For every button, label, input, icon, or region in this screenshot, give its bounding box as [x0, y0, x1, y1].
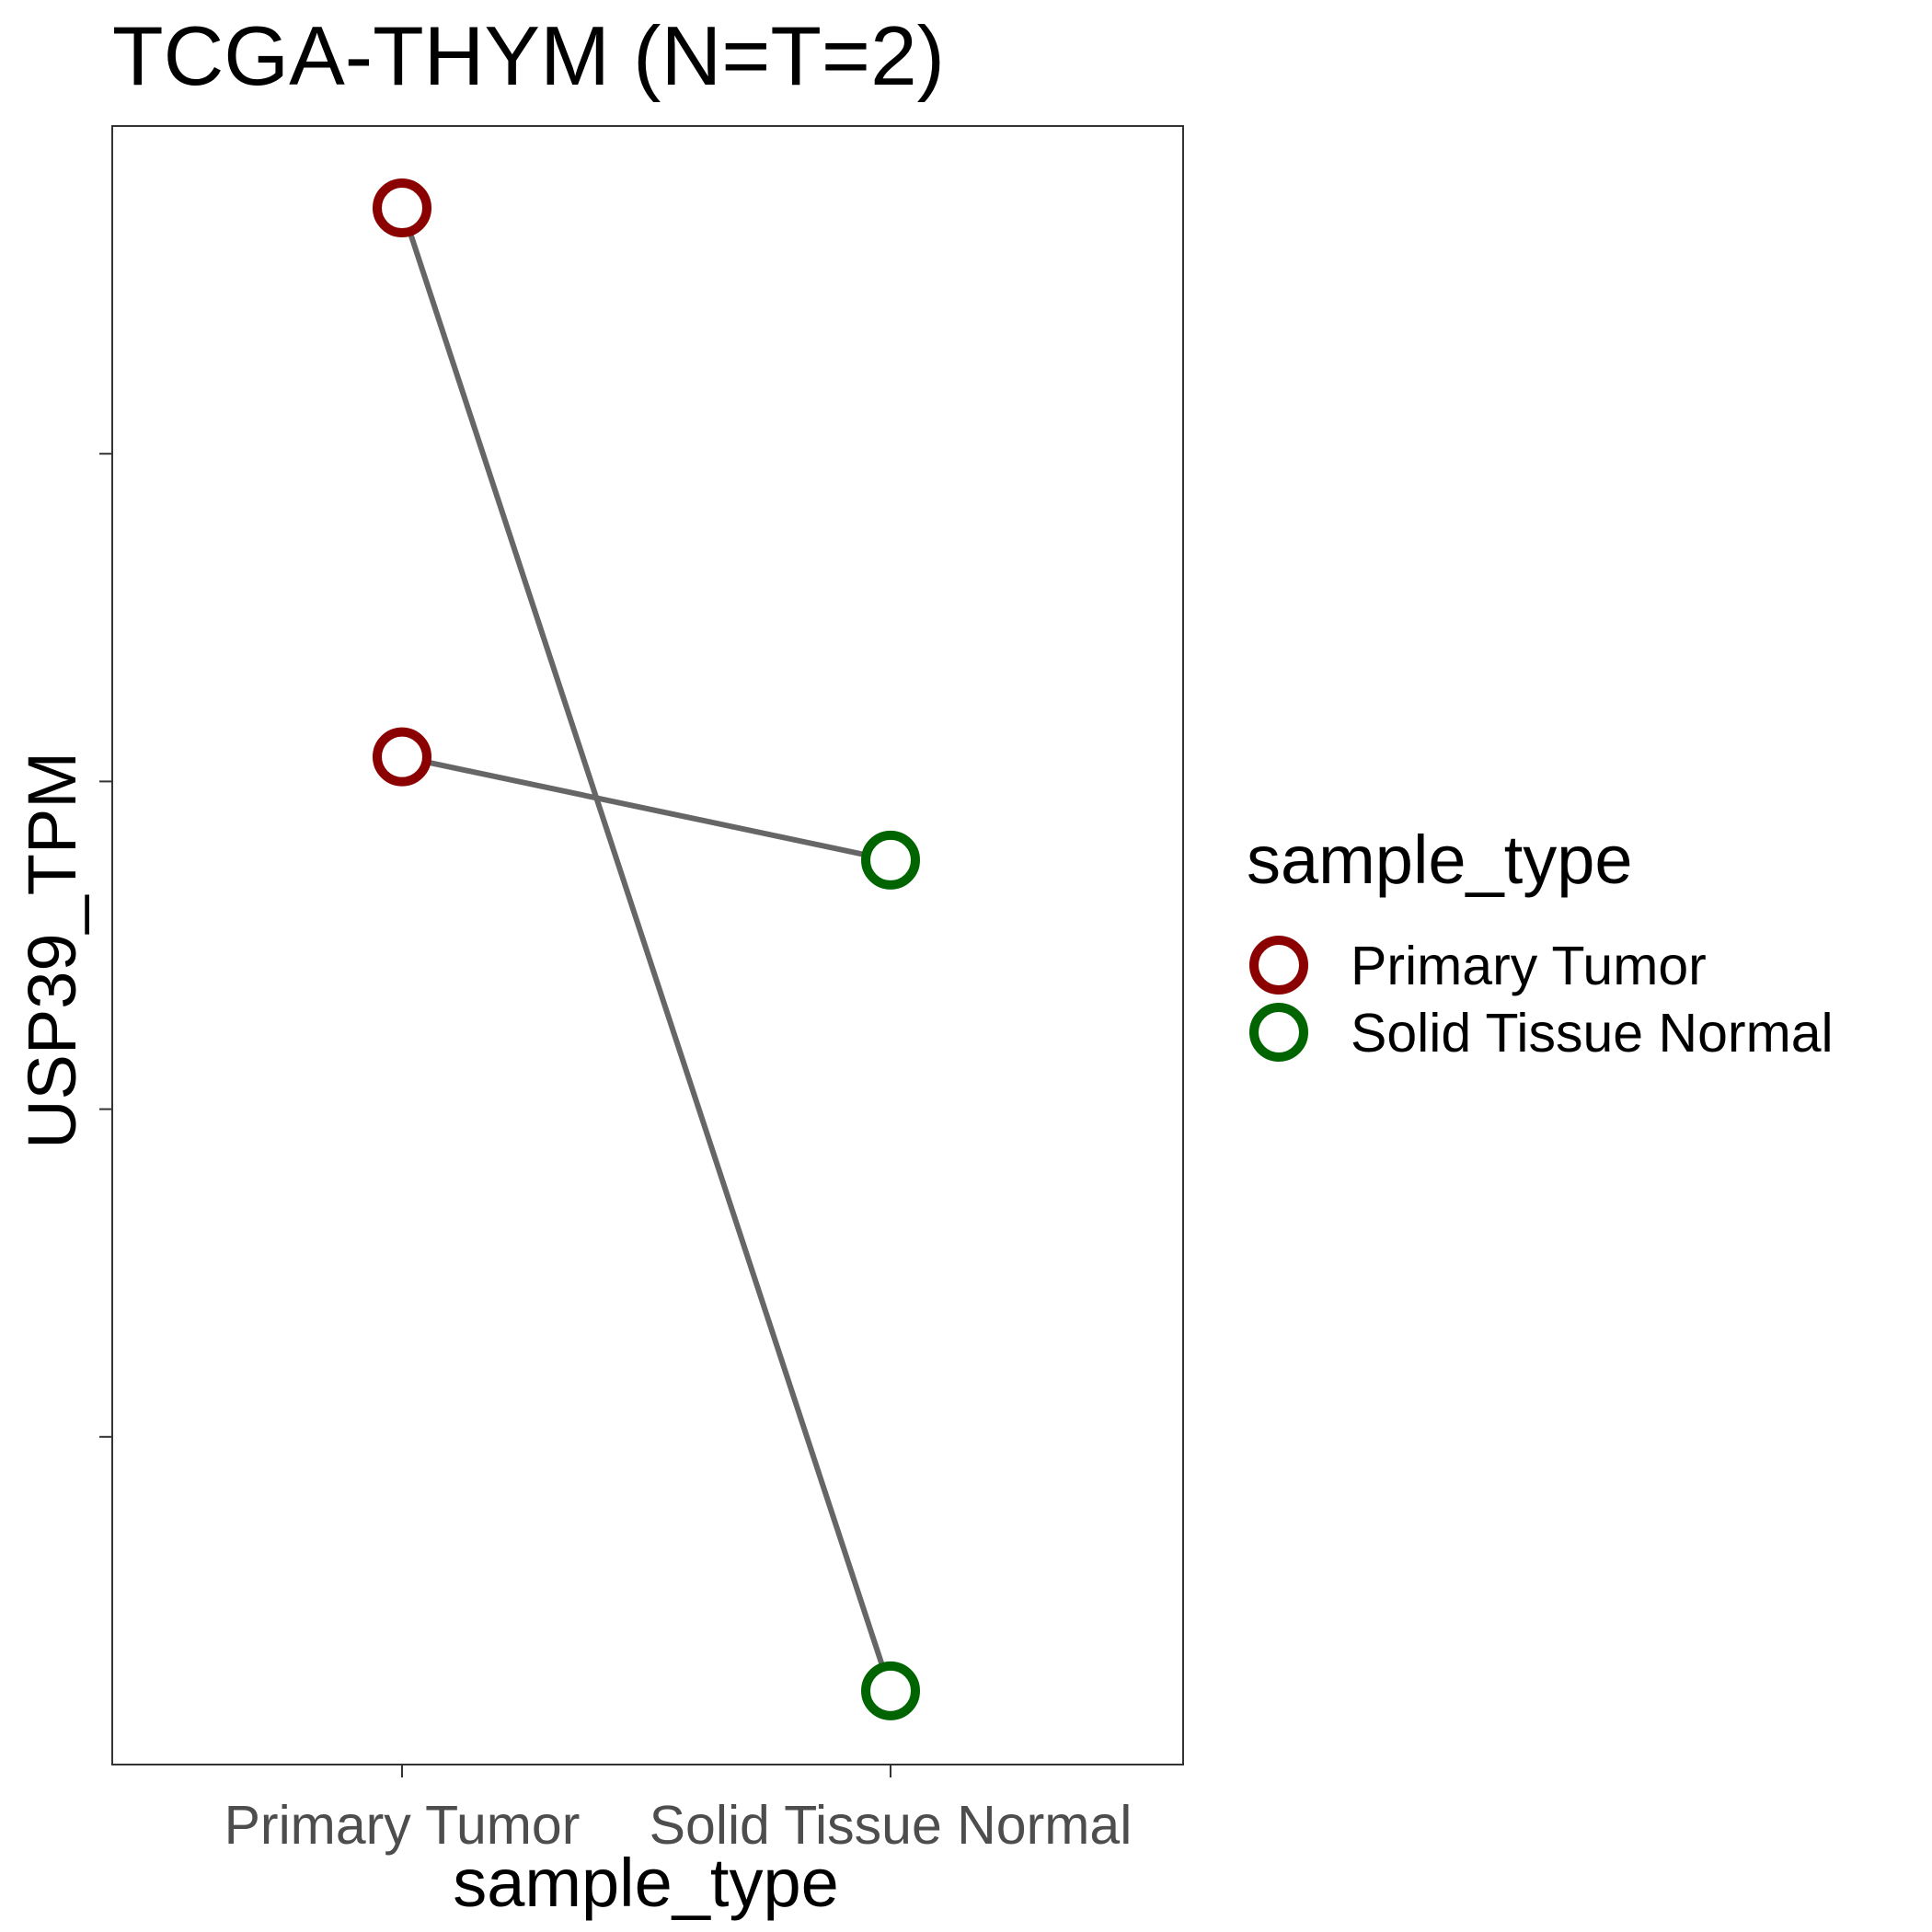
x-tick-label-1: Solid Tissue Normal: [650, 1795, 1133, 1856]
legend-title: sample_type: [1247, 822, 1633, 898]
legend: sample_type Primary Tumor Solid Tissue No…: [1247, 822, 1834, 1064]
y-axis-title: USP39_TPM: [14, 752, 90, 1149]
x-axis-title: sample_type: [453, 1845, 839, 1921]
legend-label-1: Solid Tissue Normal: [1351, 1003, 1834, 1064]
point-solid-tissue-normal-0: [861, 1661, 920, 1720]
legend-label-0: Primary Tumor: [1351, 936, 1707, 996]
legend-key-1: [1249, 1003, 1308, 1062]
legend-key-0: [1249, 936, 1308, 995]
pair-line-0: [399, 205, 893, 1694]
point-solid-tissue-normal-1: [861, 830, 920, 890]
x-tick-label-0: Primary Tumor: [224, 1795, 581, 1856]
plot-area: Primary Tumor Solid Tissue Normal: [99, 125, 1184, 1856]
pair-line-1: [399, 753, 893, 863]
panel-border: [111, 125, 1184, 1765]
chart-title: TCGA-THYM (N=T=2): [112, 10, 945, 103]
point-primary-tumor-0: [373, 178, 431, 238]
point-primary-tumor-1: [373, 727, 431, 787]
